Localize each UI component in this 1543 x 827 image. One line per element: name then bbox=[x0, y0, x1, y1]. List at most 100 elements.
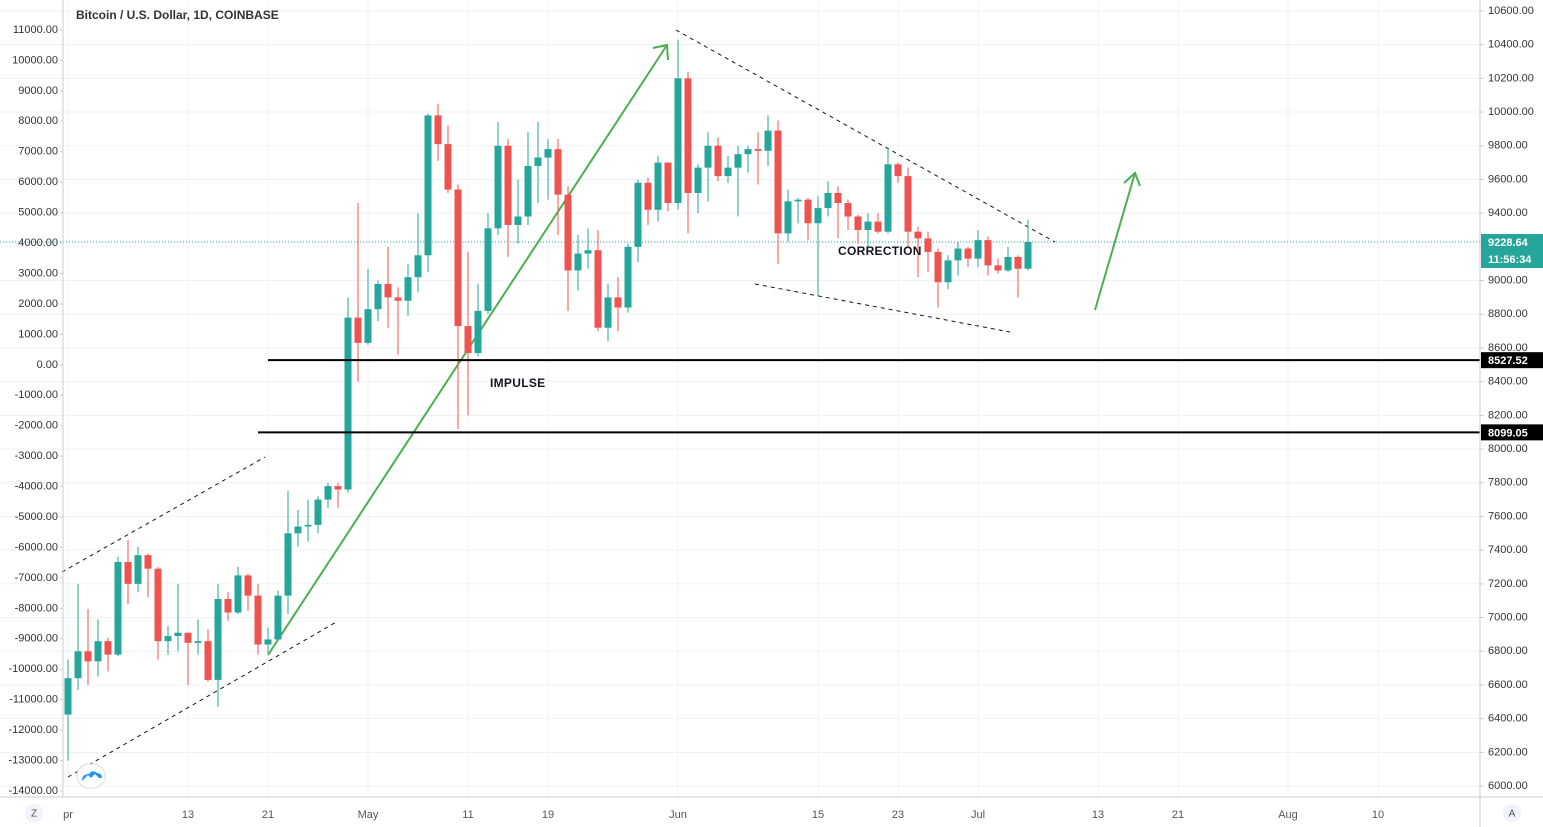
channel-line bbox=[61, 456, 266, 573]
x-tick-label: 19 bbox=[542, 809, 554, 821]
y2-tick-label: 7600.00 bbox=[1488, 510, 1528, 522]
y-tick-label: -6000.00 bbox=[15, 541, 58, 553]
candle-body bbox=[834, 192, 842, 204]
y-tick-label: -3000.00 bbox=[15, 450, 58, 462]
auto-button-label[interactable]: A bbox=[1509, 809, 1516, 820]
last-price-label: 9228.64 bbox=[1488, 237, 1529, 249]
candle-body bbox=[64, 678, 72, 715]
candle-body bbox=[94, 641, 102, 662]
candle-body bbox=[174, 632, 182, 637]
candle-body bbox=[164, 636, 172, 642]
candle-body bbox=[704, 145, 712, 168]
candle-body bbox=[724, 167, 732, 177]
candle-body bbox=[474, 310, 482, 354]
candle-body bbox=[534, 157, 542, 166]
auto-button[interactable] bbox=[1503, 804, 1521, 822]
y2-tick-label: 7000.00 bbox=[1488, 611, 1528, 623]
candle-body bbox=[794, 199, 802, 202]
countdown-label: 11:56:34 bbox=[1488, 254, 1532, 266]
x-tick-label: 13 bbox=[182, 809, 194, 821]
x-tick-label: 21 bbox=[262, 809, 274, 821]
y-tick-label: 8000.00 bbox=[18, 115, 58, 127]
chart-title: Bitcoin / U.S. Dollar, 1D, COINBASE bbox=[76, 8, 279, 22]
candle-body bbox=[904, 176, 912, 232]
candle-body bbox=[1024, 242, 1032, 269]
x-tick-label: 11 bbox=[462, 809, 473, 821]
candle-body bbox=[884, 164, 892, 232]
y2-tick-label: 8800.00 bbox=[1488, 308, 1528, 320]
candle-body bbox=[924, 238, 932, 252]
candle-body bbox=[634, 182, 642, 247]
y-tick-label: 3000.00 bbox=[18, 267, 58, 279]
candle-body bbox=[664, 162, 672, 204]
candle-body bbox=[294, 526, 302, 534]
wedge-line bbox=[754, 283, 1011, 333]
candle-body bbox=[214, 599, 222, 680]
y-tick-label: 10000.00 bbox=[12, 54, 58, 66]
y-tick-label: 4000.00 bbox=[18, 237, 58, 249]
y2-tick-label: 8400.00 bbox=[1488, 376, 1528, 388]
candle-body bbox=[984, 240, 992, 266]
candle-body bbox=[914, 231, 922, 239]
y-tick-label: -9000.00 bbox=[15, 633, 58, 645]
candle-body bbox=[764, 130, 772, 151]
candle-body bbox=[224, 599, 232, 613]
y-tick-label: -8000.00 bbox=[15, 602, 58, 614]
y-tick-label: 2000.00 bbox=[18, 298, 58, 310]
candle-body bbox=[334, 486, 342, 490]
candle-body bbox=[274, 595, 282, 640]
candle-body bbox=[384, 283, 392, 298]
channel-line bbox=[67, 620, 339, 778]
candle-body bbox=[584, 250, 592, 254]
candle-body bbox=[654, 162, 662, 210]
candle-body bbox=[784, 201, 792, 234]
candle-body bbox=[184, 632, 192, 643]
zoom-button[interactable] bbox=[25, 804, 43, 822]
y2-tick-label: 6800.00 bbox=[1488, 645, 1528, 657]
x-tick-label: Jun bbox=[669, 809, 687, 821]
candle-body bbox=[774, 130, 782, 234]
y-tick-label: 1000.00 bbox=[18, 328, 58, 340]
candle-body bbox=[304, 524, 312, 527]
candle-body bbox=[364, 309, 372, 343]
y-tick-label: -12000.00 bbox=[8, 724, 58, 736]
y2-tick-label: 7800.00 bbox=[1488, 477, 1528, 489]
y2-tick-label: 10600.00 bbox=[1488, 5, 1534, 17]
candle-body bbox=[324, 486, 332, 500]
candle-body bbox=[804, 199, 812, 224]
candle-body bbox=[434, 115, 442, 145]
y2-tick-label: 6400.00 bbox=[1488, 713, 1528, 725]
candle-body bbox=[844, 203, 852, 217]
candle-body bbox=[604, 297, 612, 328]
candle-body bbox=[254, 595, 262, 645]
y2-tick-label: 8000.00 bbox=[1488, 443, 1528, 455]
y-tick-label: -2000.00 bbox=[15, 420, 58, 432]
level-tag bbox=[1481, 352, 1543, 369]
x-tick-label: 10 bbox=[1372, 809, 1384, 821]
y-tick-label: -7000.00 bbox=[15, 572, 58, 584]
candle-body bbox=[394, 297, 402, 301]
candle-body bbox=[674, 78, 682, 204]
candle-body bbox=[964, 248, 972, 259]
candle-body bbox=[454, 189, 462, 327]
candle-body bbox=[814, 208, 822, 224]
level-tag bbox=[1481, 424, 1543, 441]
y-tick-label: -10000.00 bbox=[8, 663, 58, 675]
candle-body bbox=[944, 260, 952, 283]
candle-body bbox=[954, 248, 962, 261]
zoom-button-label[interactable]: Z bbox=[31, 809, 37, 820]
candle-body bbox=[124, 561, 132, 584]
candle-body bbox=[524, 165, 532, 217]
candle-body bbox=[574, 253, 582, 271]
candle-body bbox=[344, 317, 352, 490]
candle-body bbox=[564, 194, 572, 271]
y-tick-label: -5000.00 bbox=[15, 511, 58, 523]
y-tick-label: -14000.00 bbox=[8, 785, 58, 797]
candle-body bbox=[624, 246, 632, 308]
candle-body bbox=[484, 228, 492, 311]
x-tick-label: May bbox=[358, 809, 379, 821]
candle-body bbox=[444, 144, 452, 190]
x-tick-label: pr bbox=[63, 809, 73, 821]
candle-body bbox=[354, 317, 362, 343]
